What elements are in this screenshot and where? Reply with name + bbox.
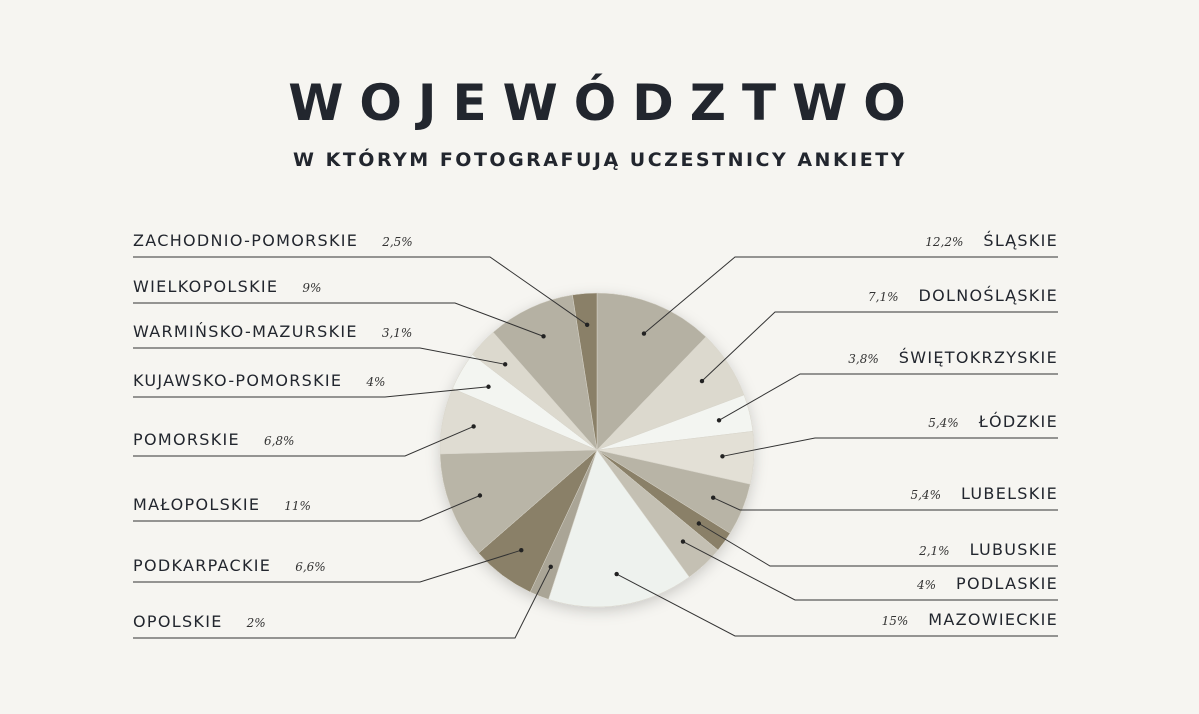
leader-line xyxy=(616,573,1058,637)
leader-dot xyxy=(696,521,702,526)
category-label: POMORSKIE xyxy=(133,430,240,449)
value-label: 5,4% xyxy=(928,416,959,430)
category-label: MAŁOPOLSKIE xyxy=(133,495,260,514)
category-label: LUBELSKIE xyxy=(961,484,1058,503)
category-label: OPOLSKIE xyxy=(133,612,223,631)
leader-line xyxy=(133,302,544,337)
leader-line xyxy=(133,549,522,583)
pie xyxy=(439,292,755,608)
leader-line xyxy=(133,566,552,639)
value-label: 2,1% xyxy=(918,544,950,558)
leader-line xyxy=(133,386,489,398)
leader-dot xyxy=(716,418,722,423)
leader-line xyxy=(643,256,1058,334)
category-label: PODLASKIE xyxy=(956,574,1058,593)
leader-dot xyxy=(614,571,619,577)
pie-slice xyxy=(596,292,707,451)
value-label: 4% xyxy=(365,375,385,389)
category-label: ZACHODNIO-POMORSKIE xyxy=(133,231,358,250)
value-label: 15% xyxy=(882,614,909,628)
category-label: PODKARPACKIE xyxy=(133,556,271,575)
leader-dot xyxy=(486,384,491,389)
leader-dot xyxy=(519,548,524,553)
leader-dot xyxy=(502,362,508,367)
category-label: ŚLĄSKIE xyxy=(983,231,1058,250)
leader-line xyxy=(712,497,1058,511)
leader-line xyxy=(718,373,1058,421)
category-label: ŁÓDZKIE xyxy=(978,412,1058,431)
leader-line xyxy=(722,437,1058,457)
leader-dot xyxy=(477,493,483,498)
leader-dot xyxy=(641,331,647,336)
pie-slice xyxy=(492,294,598,451)
value-label: 4% xyxy=(916,578,936,592)
value-label: 9% xyxy=(302,281,321,295)
leader-dot xyxy=(710,495,716,500)
leader-dot xyxy=(584,322,590,327)
value-label: 11% xyxy=(284,499,311,513)
leader-line xyxy=(133,426,474,457)
category-label: DOLNOŚLĄSKIE xyxy=(919,286,1058,305)
leader-line xyxy=(133,495,481,522)
leader-dot xyxy=(541,334,546,339)
value-label: 6,8% xyxy=(264,434,295,448)
value-label: 3,1% xyxy=(382,326,413,340)
pie-slice xyxy=(572,292,598,451)
chart-subtitle: W KTÓRYM FOTOGRAFUJĄ UCZESTNICY ANKIETY xyxy=(293,147,907,171)
leader-dot xyxy=(548,564,553,569)
category-label: ŚWIĘTOKRZYSKIE xyxy=(899,348,1058,367)
pie-slice xyxy=(548,449,690,608)
category-label: MAZOWIECKIE xyxy=(928,610,1058,629)
leader-line xyxy=(682,541,1058,601)
value-label: 12,2% xyxy=(925,235,963,249)
leader-dot xyxy=(471,424,476,429)
value-label: 6,6% xyxy=(295,560,326,574)
pie-slice xyxy=(439,449,598,554)
leader-dot xyxy=(720,454,725,459)
leader-line xyxy=(701,311,1058,382)
leader-line xyxy=(133,347,506,365)
value-label: 2,5% xyxy=(381,235,413,249)
category-label: LUBUSKIE xyxy=(970,540,1058,559)
value-label: 2% xyxy=(246,616,266,630)
value-label: 3,8% xyxy=(848,352,879,366)
leader-line xyxy=(133,256,588,326)
leader-dot xyxy=(699,378,705,384)
value-label: 5,4% xyxy=(910,488,941,502)
value-label: 7,1% xyxy=(868,290,899,304)
category-label: WARMIŃSKO-MAZURSKIE xyxy=(133,322,358,341)
leader-dot xyxy=(680,539,686,544)
chart-title: WOJEWÓDZTWO xyxy=(288,73,922,132)
leader-line xyxy=(698,523,1058,567)
category-label: KUJAWSKO-POMORSKIE xyxy=(133,371,342,390)
category-label: WIELKOPOLSKIE xyxy=(133,277,278,296)
